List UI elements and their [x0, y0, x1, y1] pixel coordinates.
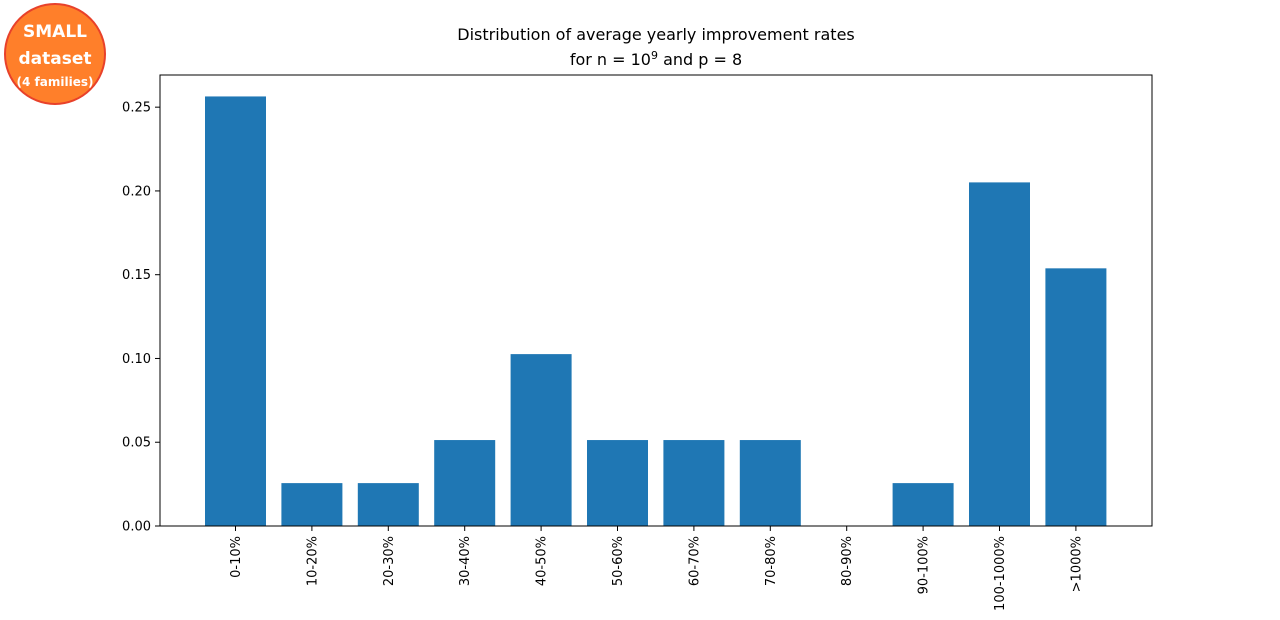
x-tick-label-7: 70-80% [764, 536, 779, 586]
bar-0 [205, 96, 266, 527]
bar-7 [739, 440, 801, 526]
title-prefix: for n = 10 [570, 50, 651, 69]
chart-title-line-2: for n = 109 and p = 8 [570, 49, 742, 69]
x-axis: 0-10% 10-20% 20-30% 30-40% 40-50% 50-60% 60-70… [229, 526, 1084, 611]
y-tick-label-2: 0.10 [122, 352, 151, 367]
x-tick-label-2: 20-30% [382, 536, 397, 586]
x-tick-label-10: 100-1000% [993, 536, 1008, 611]
x-tick-label-6: 60-70% [687, 536, 702, 586]
x-tick-label-1: 10-20% [305, 536, 320, 586]
badge-line-3: (4 families) [16, 75, 94, 89]
small-dataset-badge: SMALL dataset (4 families) [4, 3, 106, 105]
bar-1 [281, 483, 343, 526]
x-tick-label-0: 0-10% [229, 536, 244, 578]
bar-11 [1045, 268, 1107, 526]
bar-10 [969, 182, 1030, 527]
title-exponent: 9 [651, 49, 658, 62]
title-suffix: and p = 8 [658, 50, 742, 69]
x-tick-label-3: 30-40% [458, 536, 473, 586]
y-tick-label-3: 0.15 [122, 268, 151, 283]
bar-5 [587, 440, 648, 526]
x-tick-label-8: 80-90% [840, 536, 855, 586]
bar-3 [434, 440, 496, 526]
x-tick-label-11: >1000% [1069, 536, 1084, 592]
bar-4 [510, 354, 572, 526]
y-tick-label-0: 0.00 [122, 520, 151, 535]
x-tick-label-5: 50-60% [611, 536, 626, 586]
bar-9 [892, 483, 954, 526]
x-tick-label-4: 40-50% [535, 536, 550, 586]
bars-group [205, 96, 1107, 527]
bar-2 [357, 483, 419, 526]
badge-line-1: SMALL [23, 22, 87, 42]
y-tick-label-5: 0.25 [122, 101, 151, 116]
x-tick-label-9: 90-100% [917, 536, 932, 594]
y-tick-label-4: 0.20 [122, 184, 151, 199]
chart-title-line-1: Distribution of average yearly improveme… [457, 25, 855, 44]
y-tick-label-1: 0.05 [122, 436, 151, 451]
y-axis: 0.00 0.05 0.10 0.15 0.20 0.25 [122, 101, 160, 535]
badge-line-2: dataset [18, 49, 92, 69]
bar-6 [663, 440, 725, 526]
plot-frame [159, 74, 1153, 527]
